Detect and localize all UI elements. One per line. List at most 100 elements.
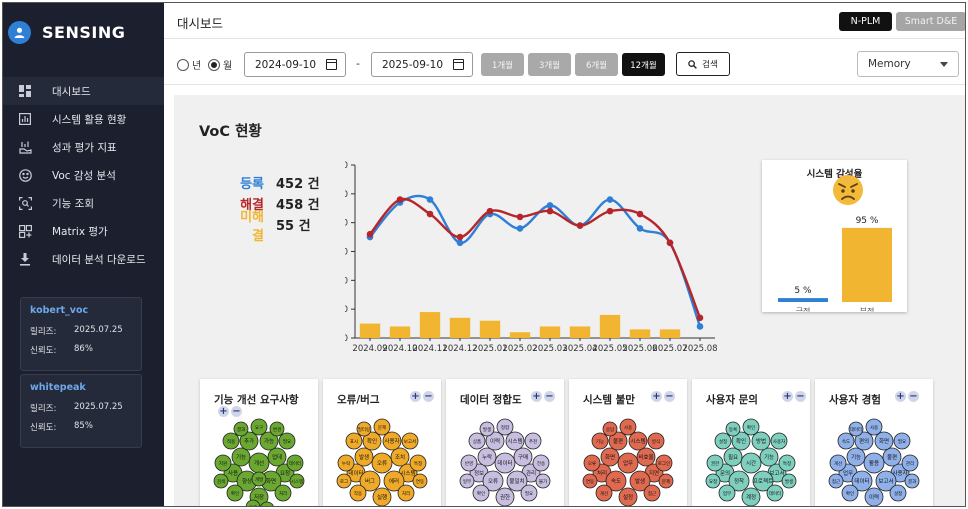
word-bubble[interactable]: 추가 — [239, 431, 259, 451]
word-bubble[interactable]: 누락 — [477, 447, 497, 467]
word-bubble[interactable]: 필요 — [278, 432, 296, 450]
sidebar-item-performance[interactable]: 성과 평가 지표 — [3, 133, 164, 161]
sidebar-item-dashboard[interactable]: 대시보드 — [3, 77, 164, 105]
sidebar-item-download[interactable]: 데이터 분석 다운로드 — [3, 245, 164, 273]
word-bubble[interactable]: 방법 — [751, 431, 771, 451]
word-bubble[interactable]: 발생 — [629, 470, 651, 492]
word-bubble[interactable]: 개선 — [829, 454, 847, 472]
word-bubble[interactable]: 사용 — [865, 418, 883, 436]
word-bubble[interactable]: 발생 — [354, 447, 374, 467]
word-bubble[interactable]: 불가 — [535, 473, 551, 489]
word-bubble[interactable]: 불편 — [882, 447, 902, 467]
word-bubble[interactable]: 처리 — [397, 484, 415, 502]
word-bubble[interactable]: 상품 — [468, 432, 486, 450]
word-bubble[interactable]: 확인 — [226, 484, 244, 502]
word-bubble[interactable]: 표시 — [345, 432, 363, 450]
word-bubble[interactable]: 결과 — [904, 473, 920, 489]
word-bubble[interactable]: 시스템 — [628, 431, 648, 451]
word-bubble[interactable]: 지원 — [214, 454, 232, 472]
zoom-out-button[interactable]: − — [231, 406, 242, 417]
word-bubble[interactable]: 데이터 — [766, 484, 784, 502]
calendar-icon[interactable] — [326, 59, 337, 70]
word-bubble[interactable]: 기능 — [591, 432, 609, 450]
word-bubble[interactable]: 시스템 — [289, 473, 305, 489]
word-bubble[interactable]: 검색 — [213, 473, 229, 489]
word-bubble[interactable]: 요구 — [250, 418, 268, 436]
word-bubble[interactable]: 프로젝트 — [752, 470, 774, 492]
word-bubble[interactable]: 누락 — [337, 454, 355, 472]
word-bubble[interactable]: 설정 — [618, 487, 638, 506]
word-bubble[interactable]: 업데 — [267, 447, 287, 467]
word-bubble[interactable]: 사용자 — [770, 432, 788, 450]
word-bubble[interactable]: 처리 — [274, 484, 292, 502]
word-bubble[interactable]: 기능 — [231, 447, 251, 467]
word-bubble[interactable]: 오류 — [583, 454, 601, 472]
word-bubble[interactable]: 특정 — [778, 454, 796, 472]
word-bubble[interactable]: 버그 — [359, 470, 381, 492]
sidebar-item-matrix[interactable]: Matrix 평가 — [3, 217, 164, 245]
zoom-in-button[interactable]: + — [531, 391, 542, 402]
word-bubble[interactable]: 작동 — [349, 484, 367, 502]
word-bubble[interactable]: 계정 — [741, 487, 761, 506]
word-bubble[interactable]: 필터링 — [356, 421, 372, 437]
chip-nplm[interactable]: N-PLM — [839, 12, 892, 31]
word-bubble[interactable]: 보고서 — [401, 432, 419, 450]
word-bubble[interactable]: 정착 — [728, 470, 750, 492]
word-bubble[interactable]: 로그인 — [655, 454, 673, 472]
word-bubble[interactable]: 속도 — [837, 432, 855, 450]
word-bubble[interactable]: 응답 — [602, 421, 618, 437]
zoom-in-button[interactable]: + — [651, 391, 662, 402]
model-card-whitepeak[interactable]: whitepeak 릴리즈: 2025.07.25 신뢰도: 85% — [20, 374, 142, 448]
word-bubble[interactable]: 개선 — [595, 484, 613, 502]
product-select[interactable]: Memory — [857, 51, 959, 77]
word-bubble[interactable]: 확인 — [742, 418, 760, 436]
word-bubble[interactable]: 보고서 — [875, 470, 897, 492]
word-bubble[interactable]: 관리 — [901, 454, 919, 472]
word-bubble[interactable]: 변경 — [269, 421, 285, 437]
word-bubble[interactable]: 데이터 — [286, 454, 304, 472]
zoom-out-button[interactable]: − — [544, 391, 555, 402]
period-12m-button[interactable]: 12개월 — [622, 53, 665, 76]
word-bubble[interactable]: 구매 — [513, 447, 533, 467]
word-bubble[interactable]: 추천 — [524, 432, 542, 450]
word-bubble[interactable]: 발생 — [781, 473, 797, 489]
word-bubble[interactable]: 기능 — [759, 447, 779, 467]
word-bubble[interactable]: 개선 — [248, 452, 270, 474]
calendar-icon[interactable] — [453, 59, 464, 70]
brand[interactable]: SENSING — [8, 19, 125, 45]
word-bubble[interactable]: 편의 — [854, 431, 874, 451]
word-bubble[interactable]: 적용 — [222, 432, 240, 450]
zoom-out-button[interactable]: − — [795, 391, 806, 402]
word-bubble[interactable]: 에러 — [383, 470, 405, 492]
word-bubble[interactable]: 연동 — [582, 473, 598, 489]
word-bubble[interactable]: 문제 — [373, 418, 391, 436]
word-bubble[interactable]: 설정 — [714, 432, 732, 450]
zoom-in-button[interactable]: + — [895, 391, 906, 402]
zoom-in-button[interactable]: + — [782, 391, 793, 402]
word-bubble[interactable]: 결과 — [233, 421, 249, 437]
word-bubble[interactable]: 접근 — [643, 484, 661, 502]
word-bubble[interactable]: 설정 — [889, 484, 907, 502]
word-bubble[interactable]: 특정 — [409, 454, 427, 472]
word-bubble[interactable]: 연동 — [412, 473, 428, 489]
word-bubble[interactable]: 사용자 — [382, 431, 402, 451]
zoom-in-button[interactable]: + — [410, 391, 421, 402]
word-bubble[interactable]: 이력 — [864, 487, 884, 506]
word-bubble[interactable]: 개발 — [251, 471, 267, 487]
chip-smart-de[interactable]: Smart D&E — [896, 12, 965, 31]
period-3m-button[interactable]: 3개월 — [528, 53, 571, 76]
word-bubble[interactable]: 정보 — [260, 501, 274, 507]
period-1m-button[interactable]: 1개월 — [481, 53, 524, 76]
word-bubble[interactable]: 문제 — [658, 473, 674, 489]
word-bubble[interactable]: 조치 — [390, 447, 410, 467]
sidebar-item-voc-sentiment[interactable]: Voc 감성 분석 — [3, 161, 164, 189]
radio-month[interactable]: 월 — [208, 57, 232, 72]
word-bubble[interactable]: 실행 — [372, 487, 392, 506]
end-date-input[interactable]: 2025-09-10 — [371, 52, 473, 77]
zoom-in-button[interactable]: + — [218, 406, 229, 417]
word-bubble[interactable]: 필요 — [893, 432, 911, 450]
search-button[interactable]: 검색 — [676, 52, 730, 76]
word-bubble[interactable]: 업무 — [617, 452, 639, 474]
word-bubble[interactable]: 일부 — [459, 473, 475, 489]
start-date-input[interactable]: 2024-09-10 — [244, 52, 346, 77]
